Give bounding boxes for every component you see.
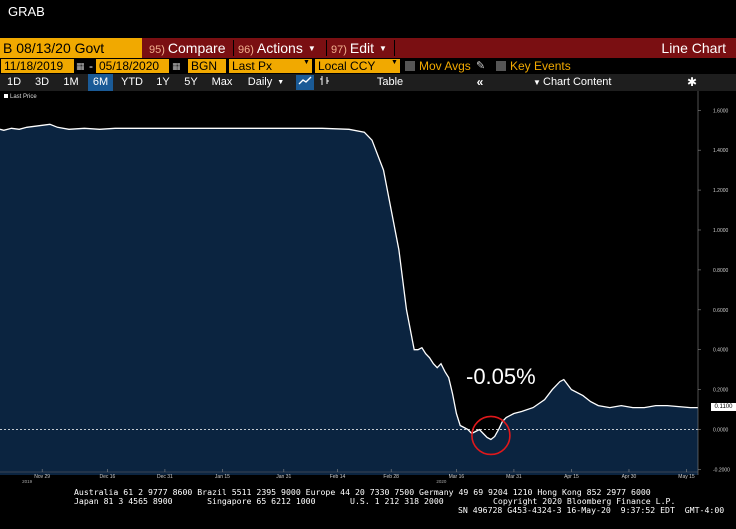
y-tick-label: 0.6000 [713, 308, 729, 314]
legend-label: Last Price [10, 94, 37, 100]
frequency-select[interactable]: Daily ▼ [241, 74, 291, 91]
chevron-down-icon: ▼ [379, 44, 387, 53]
edit-label: Edit [349, 40, 375, 56]
frequency-value: Daily [247, 76, 273, 88]
price-area [0, 124, 698, 476]
chevron-down-icon: ▼ [391, 59, 398, 66]
options-bar: 11/18/2019 ▦ - 05/18/2020 ▦ BGN Last Px … [0, 58, 736, 74]
y-axis: 1.6000 1.4000 1.2000 1.0000 0.8000 0.6000 0.40… [698, 108, 730, 473]
chevron-down-icon[interactable]: ▼ [533, 78, 541, 87]
compare-label: Compare [167, 40, 226, 56]
x-tick-label: Feb 14 [330, 474, 346, 480]
actions-button[interactable]: 96) Actions ▼ [238, 38, 316, 58]
x-axis: Nov 29 Dec 16 Dec 31 Jan 15 Jan 31 Feb 14 Feb … [0, 469, 698, 483]
currency-value: Local CCY [318, 59, 376, 73]
y-tick-label: -0.2000 [713, 467, 730, 473]
price-line [0, 123, 698, 441]
key-events-label[interactable]: Key Events [510, 59, 571, 73]
range-5y-button[interactable]: 5Y [184, 76, 198, 88]
range-1y-button[interactable]: 1Y [156, 76, 170, 88]
compare-button[interactable]: 95) Compare [149, 38, 226, 58]
minimum-highlight-circle [471, 415, 511, 456]
y-tick-label: 1.2000 [713, 188, 729, 194]
line-chart-icon[interactable] [296, 75, 314, 90]
mov-avgs-checkbox[interactable] [405, 61, 415, 71]
divider [394, 40, 395, 56]
end-date-field[interactable]: 05/18/2020 [96, 59, 169, 73]
table-button[interactable]: Table [376, 76, 404, 88]
window-title: GRAB [8, 4, 45, 19]
collapse-icon[interactable]: « [476, 75, 484, 89]
chevron-down-icon: ▼ [277, 79, 285, 86]
calendar-icon[interactable]: ▦ [76, 61, 85, 71]
range-max-button[interactable]: Max [211, 76, 233, 88]
divider [326, 40, 327, 56]
security-field[interactable]: B 08/13/20 Govt [0, 38, 142, 58]
range-1d-button[interactable]: 1D [6, 76, 22, 88]
footer-contacts-line1: Australia 61 2 9777 8600 Brazil 5511 239… [74, 487, 651, 497]
chart-area: 1.6000 1.4000 1.2000 1.0000 0.8000 0.6000 0.40… [0, 91, 736, 483]
legend: Last Price [4, 94, 37, 100]
x-tick-label: Nov 29 [34, 474, 50, 480]
mov-avgs-label[interactable]: Mov Avgs [419, 59, 471, 73]
y-tick-label: 1.4000 [713, 148, 729, 154]
minimum-annotation: -0.05% [466, 364, 536, 389]
pricing-source-field[interactable]: BGN [188, 59, 226, 73]
edit-shortcut: 97) [331, 44, 347, 56]
price-field-select[interactable]: Last Px [229, 59, 312, 73]
compare-shortcut: 95) [149, 44, 165, 56]
start-date-field[interactable]: 11/18/2019 [1, 59, 74, 73]
x-tick-label: Dec 16 [99, 474, 115, 480]
currency-select[interactable]: Local CCY [315, 59, 400, 73]
x-tick-label: Jan 15 [215, 474, 230, 480]
date-range-dash: - [89, 59, 93, 73]
range-1m-button[interactable]: 1M [63, 76, 79, 88]
y-tick-label: 0.8000 [713, 268, 729, 274]
footer: Australia 61 2 9777 8600 Brazil 5511 239… [0, 484, 736, 529]
range-3d-button[interactable]: 3D [34, 76, 50, 88]
function-title: Line Chart [661, 40, 726, 56]
price-chart[interactable]: 1.6000 1.4000 1.2000 1.0000 0.8000 0.6000 0.40… [0, 91, 736, 483]
actions-shortcut: 96) [238, 44, 254, 56]
x-year-label: 2019 [22, 479, 33, 483]
range-toolbar: 1D 3D 1M 6M YTD 1Y 5Y Max Daily ▼ Table «… [0, 74, 736, 91]
x-tick-label: Feb 28 [383, 474, 399, 480]
last-value-tag: 0.1100 [711, 403, 736, 411]
pencil-icon[interactable]: ✎ [476, 60, 486, 72]
x-year-label: 2020 [436, 479, 447, 483]
range-6m-button[interactable]: 6M [88, 74, 113, 91]
footer-session-line: SN 496728 G453-4324-3 16-May-20 9:37:52 … [458, 505, 725, 515]
command-bar: B 08/13/20 Govt 95) Compare 96) Actions ▼ 9… [0, 38, 736, 58]
gear-icon[interactable]: ✱ [686, 75, 698, 89]
edit-button[interactable]: 97) Edit ▼ [331, 38, 387, 58]
y-tick-label: 0.2000 [713, 388, 729, 394]
title-bar: GRAB [0, 0, 736, 38]
bar-chart-icon[interactable] [316, 75, 334, 90]
x-tick-label: Mar 31 [506, 474, 522, 480]
x-tick-label: Dec 31 [157, 474, 173, 480]
footer-contacts-line2: Japan 81 3 4565 8900 Singapore 65 6212 1… [74, 496, 676, 506]
actions-label: Actions [256, 40, 303, 56]
divider [233, 40, 234, 56]
range-ytd-button[interactable]: YTD [121, 76, 143, 88]
y-tick-label: 1.0000 [713, 228, 729, 234]
chevron-down-icon: ▼ [307, 44, 316, 53]
legend-swatch [4, 94, 8, 98]
y-tick-label: 1.6000 [713, 108, 729, 114]
chart-content-button[interactable]: Chart Content [543, 76, 612, 88]
x-tick-label: Apr 15 [564, 474, 579, 480]
x-tick-label: Mar 16 [449, 474, 465, 480]
x-tick-label: Apr 30 [622, 474, 637, 480]
calendar-icon[interactable]: ▦ [172, 61, 181, 71]
price-field-value: Last Px [232, 59, 273, 73]
y-tick-label: 0.4000 [713, 348, 729, 354]
x-tick-label: May 15 [678, 474, 695, 480]
y-tick-label: 0.0000 [713, 428, 729, 434]
chevron-down-icon: ▼ [303, 59, 310, 66]
key-events-checkbox[interactable] [496, 61, 506, 71]
x-tick-label: Jan 31 [276, 474, 291, 480]
